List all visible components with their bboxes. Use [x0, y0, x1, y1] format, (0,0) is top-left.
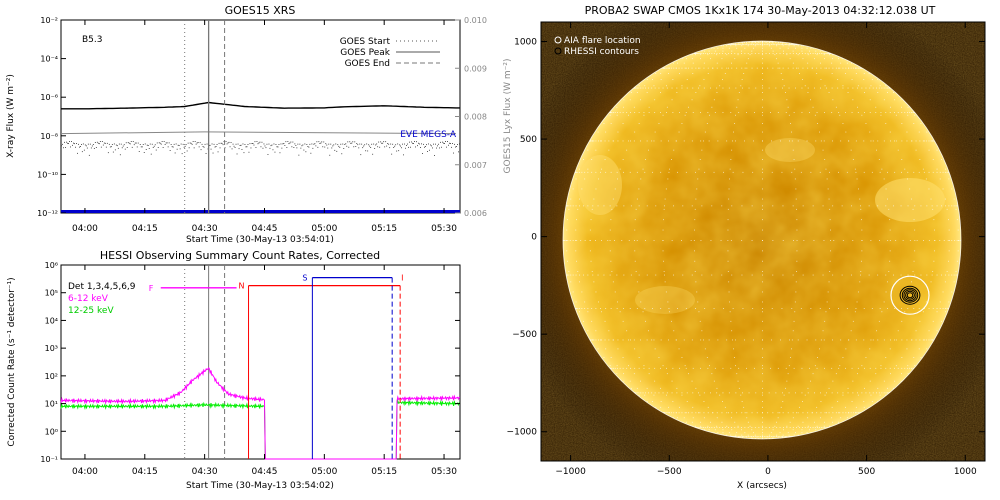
hessi-y-tick-label: 10²	[45, 372, 58, 381]
goes-y-tick-label: 10⁻⁸	[40, 132, 58, 141]
goes-x-tick-label: 04:00	[72, 224, 98, 234]
legend-goes-peak: GOES Peak	[340, 48, 390, 58]
swap-plot-frame	[540, 21, 986, 462]
goes-title: GOES15 XRS	[225, 4, 296, 17]
rhessi-contour	[899, 285, 921, 305]
goes-y-label: X-ray Flux (W m⁻²)	[6, 74, 16, 158]
goes-lya-line	[60, 131, 457, 135]
hessi-y-tick-label: 10⁻¹	[40, 455, 58, 464]
goes-right-tick-label: 0.008	[464, 113, 487, 122]
goes-x-tick-label: 05:30	[431, 224, 457, 234]
swap-y-tick-label: −1000	[507, 428, 538, 438]
hessi-legend-6-12kev: 6-12 keV	[68, 294, 109, 304]
legend-goes-start: GOES Start	[340, 37, 391, 47]
swap-x-tick-label: −500	[657, 467, 682, 477]
hessi-y-tick-label: 10⁵	[45, 289, 58, 298]
aia-legend-icon	[554, 36, 562, 44]
goes-right-tick-label: 0.010	[464, 16, 487, 25]
hessi-x-tick-label: 05:00	[311, 467, 337, 477]
hessi-x-tick-label: 04:30	[192, 467, 218, 477]
hessi-flag-n: N	[239, 282, 245, 291]
hessi-6-12kev-line	[60, 366, 461, 460]
goes-right-tick-label: 0.009	[464, 64, 487, 73]
swap-title: PROBA2 SWAP CMOS 1Kx1K 174 30-May-2013 0…	[585, 4, 936, 17]
hessi-y-tick-label: 10⁰	[45, 427, 58, 436]
swap-x-tick-label: 1000	[954, 467, 977, 477]
hessi-flag-s: S	[302, 274, 307, 283]
limb-circle	[562, 40, 962, 440]
hessi-y-tick-label: 10⁶	[45, 261, 58, 270]
solar-image	[541, 22, 985, 461]
rhessi-legend-icon	[554, 47, 562, 55]
goes-flare-class: B5.3	[82, 35, 103, 45]
goes-x-tick-label: 04:45	[252, 224, 278, 234]
swap-y-tick-label: 500	[520, 135, 537, 145]
goes-x-tick-label: 05:15	[371, 224, 397, 234]
swap-y-tick-label: −500	[512, 330, 537, 340]
goes-x-label: Start Time (30-May-13 03:54:01)	[186, 235, 334, 245]
rhessi-contour	[903, 289, 917, 302]
hessi-panel: HESSI Observing Summary Count Rates, Cor…	[7, 249, 461, 491]
rhessi-contours	[899, 285, 921, 305]
goes-xrs-panel: GOES15 XRS 10⁻² 10⁻⁴ 10⁻⁶ 10⁻⁸ 10⁻¹⁰ 10⁻¹² 0.…	[6, 4, 513, 245]
goes-x-tick-label: 05:00	[311, 224, 337, 234]
goes-y-label-right: GOES15 Lyx Flux (W m⁻²)	[503, 59, 513, 174]
goes-y-tick-label: 10⁻⁴	[40, 55, 58, 64]
aia-legend-label: AIA flare location	[564, 36, 641, 46]
rhessi-contour	[905, 290, 915, 300]
eve-megs-a-label: EVE MEGS-A	[400, 130, 457, 140]
rhessi-contour	[906, 292, 914, 299]
hessi-plot-frame	[60, 264, 461, 460]
goes-y-tick-label: 10⁻²	[40, 16, 58, 25]
hessi-title: HESSI Observing Summary Count Rates, Cor…	[100, 249, 380, 262]
hessi-x-tick-label: 05:15	[371, 467, 397, 477]
swap-x-tick-label: −1000	[555, 467, 586, 477]
swap-legend: AIA flare location RHESSI contours	[554, 36, 641, 57]
goes-xray-line	[61, 101, 460, 110]
rhessi-legend-label: RHESSI contours	[564, 47, 639, 57]
goes-right-tick-label: 0.006	[464, 209, 487, 218]
swap-panel: PROBA2 SWAP CMOS 1Kx1K 174 30-May-2013 0…	[507, 4, 986, 491]
goes-x-tick-label: 04:30	[192, 224, 218, 234]
hessi-y-tick-label: 10¹	[45, 400, 58, 409]
swap-x-tick-label: 0	[765, 467, 771, 477]
goes-y-tick-label: 10⁻¹²	[37, 209, 58, 218]
goes-right-tick-label: 0.007	[464, 161, 487, 170]
goes-y-tick-label: 10⁻⁶	[40, 93, 58, 102]
swap-x-label: X (arcsecs)	[737, 481, 787, 491]
hessi-y-tick-label: 10⁴	[45, 316, 58, 325]
hessi-legend-12-25kev: 12-25 keV	[68, 306, 114, 316]
hessi-y-tick-label: 10³	[45, 344, 58, 353]
swap-x-tick-label: 500	[858, 467, 875, 477]
aia-flare-location-marker	[890, 275, 930, 315]
swap-y-tick-label: 1000	[514, 38, 537, 48]
hessi-flag-f: F	[149, 284, 154, 293]
swap-y-tick-label: 0	[531, 233, 537, 243]
hessi-flag-i: I	[401, 274, 403, 283]
goes-plot-frame	[60, 19, 461, 214]
hessi-x-tick-label: 04:15	[132, 467, 158, 477]
legend-goes-end: GOES End	[345, 59, 390, 69]
hessi-x-tick-label: 04:00	[72, 467, 98, 477]
goes-x-tick-label: 04:15	[132, 224, 158, 234]
hessi-y-label: Corrected Count Rate (s⁻¹ detector⁻¹)	[7, 277, 17, 446]
hessi-x-tick-label: 04:45	[252, 467, 278, 477]
rhessi-contour	[901, 287, 919, 303]
goes-y-tick-label: 10⁻¹⁰	[37, 170, 58, 179]
hessi-x-tick-label: 05:30	[431, 467, 457, 477]
goes-legend: GOES Start GOES Peak GOES End	[340, 37, 440, 69]
goes-lya-dots	[61, 141, 460, 156]
hessi-x-label: Start Time (30-May-13 03:54:02)	[186, 481, 334, 491]
hessi-detectors: Det 1,3,4,5,6,9	[68, 282, 136, 292]
